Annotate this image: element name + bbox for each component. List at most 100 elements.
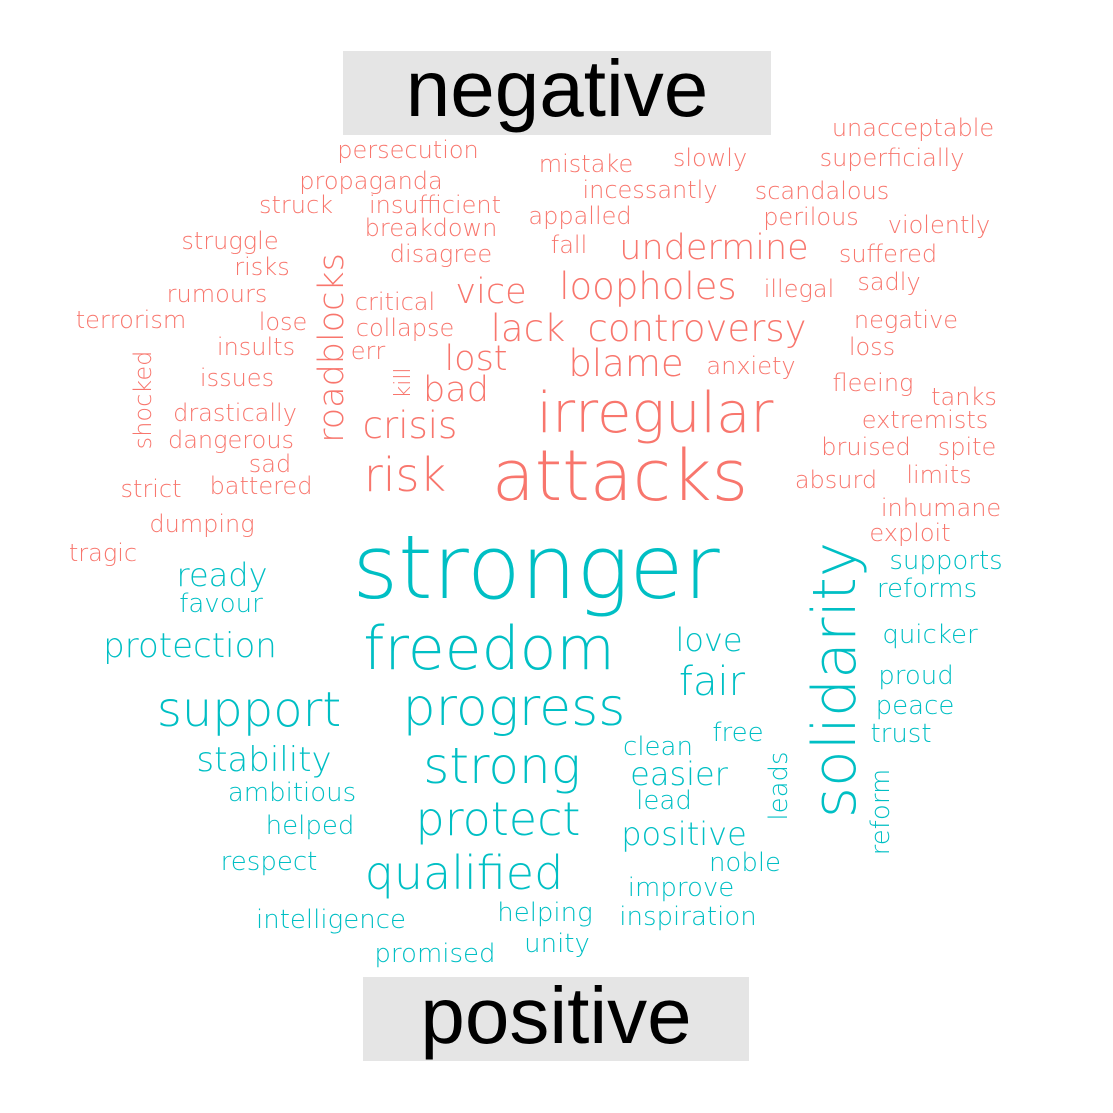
word-positive-supports: supports [889, 546, 1002, 576]
word-negative-bruised: bruised [821, 433, 910, 461]
word-positive-peace: peace [876, 691, 955, 721]
word-negative-risks: risks [234, 253, 289, 281]
word-negative-undermine: undermine [619, 228, 808, 268]
word-positive-respect: respect [221, 847, 318, 877]
word-negative-loopholes: loopholes [559, 265, 736, 308]
word-negative-struggle: struggle [181, 227, 278, 255]
word-positive-unity: unity [524, 929, 590, 959]
word-negative-struck: struck [259, 191, 333, 219]
word-positive-leads: leads [764, 751, 794, 820]
word-negative-loss: loss [849, 333, 895, 361]
word-negative-violently: violently [888, 211, 990, 239]
word-negative-crisis: crisis [363, 404, 458, 447]
word-negative-err: err [351, 337, 386, 365]
word-negative-anxiety: anxiety [706, 352, 795, 380]
word-negative-lack: lack [491, 307, 566, 350]
word-positive-lead: lead [636, 786, 692, 816]
word-positive-favour: favour [179, 589, 263, 619]
word-negative-terrorism: terrorism [76, 306, 186, 334]
word-negative-sad: sad [249, 450, 291, 478]
word-negative-dangerous: dangerous [168, 426, 294, 454]
word-positive-stability: stability [196, 740, 331, 780]
word-negative-attacks: attacks [492, 435, 748, 517]
word-positive-inspiration: inspiration [619, 902, 756, 932]
word-positive-ready: ready [177, 556, 268, 594]
word-negative-incessantly: incessantly [582, 176, 717, 204]
word-negative-persecution: persecution [337, 136, 479, 164]
word-negative-fleeing: fleeing [833, 369, 914, 397]
word-positive-positive: positive [621, 815, 747, 853]
word-negative-strict: strict [120, 475, 181, 503]
word-positive-freedom: freedom [363, 614, 615, 684]
word-negative-absurd: absurd [795, 466, 877, 494]
word-negative-propaganda: propaganda [299, 167, 442, 195]
word-negative-negative: negative [854, 306, 958, 334]
word-negative-insufficient: insufficient [369, 191, 501, 219]
word-negative-limits: limits [906, 461, 971, 489]
word-negative-vice: vice [455, 272, 526, 312]
word-negative-bad: bad [423, 370, 489, 410]
word-negative-perilous: perilous [763, 203, 859, 231]
word-negative-extremists: extremists [862, 406, 989, 434]
word-positive-ambitious: ambitious [228, 778, 356, 808]
word-negative-slowly: slowly [673, 144, 747, 172]
word-positive-trust: trust [870, 719, 931, 749]
word-positive-promised: promised [374, 939, 495, 969]
word-negative-disagree: disagree [390, 240, 492, 268]
word-negative-tragic: tragic [69, 539, 137, 567]
word-positive-free: free [712, 718, 763, 748]
word-positive-clean: clean [623, 732, 693, 762]
word-positive-solidarity: solidarity [800, 542, 870, 819]
group-label-positive: positive [420, 971, 691, 1060]
word-negative-scandalous: scandalous [755, 177, 890, 205]
word-negative-fall: fall [551, 231, 588, 259]
word-negative-drastically: drastically [173, 399, 297, 427]
word-negative-rumours: rumours [167, 280, 268, 308]
group-label-negative: negative [406, 44, 708, 133]
word-negative-breakdown: breakdown [365, 214, 498, 242]
word-negative-risk: risk [364, 448, 446, 502]
word-negative-insults: insults [217, 333, 295, 361]
word-negative-inhumane: inhumane [881, 494, 1001, 522]
word-positive-helped: helped [266, 811, 355, 841]
word-positive-easier: easier [630, 755, 729, 793]
word-negative-sadly: sadly [857, 268, 920, 296]
word-positive-improve: improve [628, 873, 734, 903]
word-negative-tanks: tanks [931, 383, 997, 411]
word-negative-lost: lost [444, 339, 507, 379]
word-negative-suffered: suffered [839, 240, 937, 268]
word-negative-spite: spite [938, 433, 997, 461]
word-negative-battered: battered [210, 472, 313, 500]
word-negative-shocked: shocked [129, 351, 157, 450]
word-positive-helping: helping [497, 898, 593, 928]
word-negative-blame: blame [568, 342, 683, 385]
word-positive-stronger: stronger [352, 516, 720, 619]
word-negative-exploit: exploit [869, 519, 950, 547]
word-negative-critical: critical [355, 288, 435, 316]
word-negative-illegal: illegal [764, 275, 835, 303]
word-negative-appalled: appalled [528, 202, 631, 230]
word-positive-quicker: quicker [882, 620, 978, 650]
word-negative-kill: kill [391, 367, 416, 398]
word-positive-noble: noble [709, 848, 781, 878]
group-label-box-negative [343, 51, 771, 135]
word-positive-strong: strong [423, 737, 580, 795]
word-positive-fair: fair [679, 659, 746, 705]
word-negative-mistake: mistake [539, 150, 633, 178]
group-label-box-positive [363, 977, 749, 1061]
word-positive-reforms: reforms [877, 574, 977, 604]
word-negative-unacceptable: unacceptable [832, 114, 994, 142]
word-positive-protection: protection [103, 626, 277, 666]
word-positive-intelligence: intelligence [256, 905, 406, 935]
word-negative-superficially: superficially [820, 144, 965, 172]
word-negative-irregular: irregular [537, 381, 774, 446]
word-positive-proud: proud [878, 661, 954, 691]
word-positive-support: support [157, 682, 341, 738]
word-negative-lose: lose [259, 308, 308, 336]
word-positive-protect: protect [416, 792, 581, 846]
word-positive-qualified: qualified [365, 846, 564, 900]
word-positive-progress: progress [403, 678, 626, 738]
word-negative-issues: issues [200, 364, 274, 392]
word-positive-reform: reform [866, 769, 896, 856]
